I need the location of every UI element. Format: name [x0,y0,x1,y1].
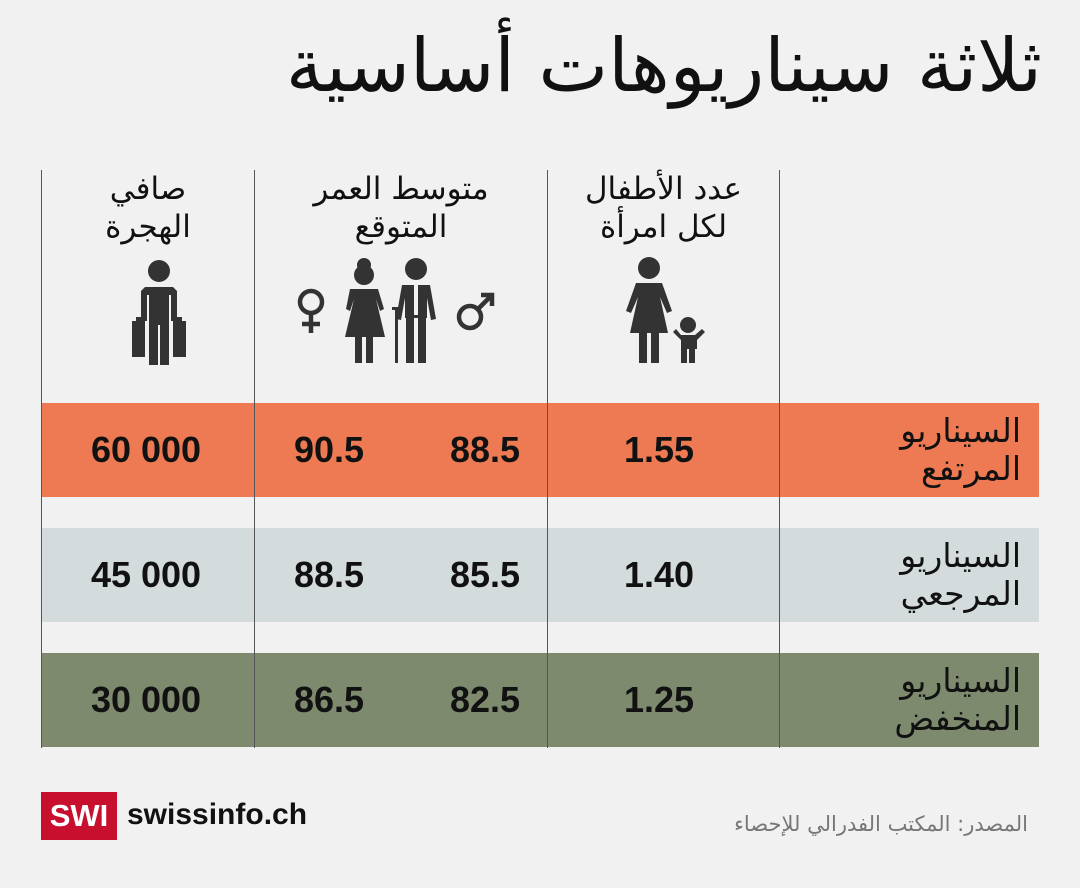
children-value: 1.25 [623,679,695,720]
column-divider [547,170,548,748]
page-title: ثلاثة سيناريوهات أساسية [285,23,1042,109]
migration-value: 60 000 [90,429,202,470]
column-divider [254,170,255,748]
table-row-high: السيناريو المرتفع 1.55 88.5 90.5 60 000 [41,403,1039,497]
male-life-value: 88.5 [449,429,521,470]
traveller-suitcases-icon [132,260,186,365]
elderly-couple-icon [345,258,436,363]
brand-name: swissinfo.ch [127,798,308,831]
mother-child-icon [626,257,705,363]
column-divider [41,170,42,748]
female-symbol-icon [297,288,325,333]
row-label: السيناريو المرجعي [900,536,1021,613]
header-life-expectancy: متوسط العمر المتوقع [313,171,489,245]
header-migration: صافي الهجرة [105,171,191,245]
swi-logo: SWI [41,792,117,840]
source-note: المصدر: المكتب الفدرالي للإحصاء [734,812,1028,836]
row-label: السيناريو المرتفع [900,411,1021,488]
children-value: 1.55 [623,429,695,470]
children-value: 1.40 [623,554,695,595]
header-children: عدد الأطفال لكل امرأة [584,171,743,245]
row-label: السيناريو المنخفض [894,661,1021,738]
male-life-value: 85.5 [449,554,521,595]
table-row-low: السيناريو المنخفض 1.25 82.5 86.5 30 000 [41,653,1039,747]
table-row-reference: السيناريو المرجعي 1.40 85.5 88.5 45 000 [41,528,1039,622]
female-life-value: 86.5 [293,679,365,720]
male-life-value: 82.5 [449,679,521,720]
male-symbol-icon [456,292,495,331]
female-life-value: 88.5 [293,554,365,595]
migration-value: 30 000 [90,679,202,720]
female-life-value: 90.5 [293,429,365,470]
migration-value: 45 000 [90,554,202,595]
column-divider [779,170,780,748]
